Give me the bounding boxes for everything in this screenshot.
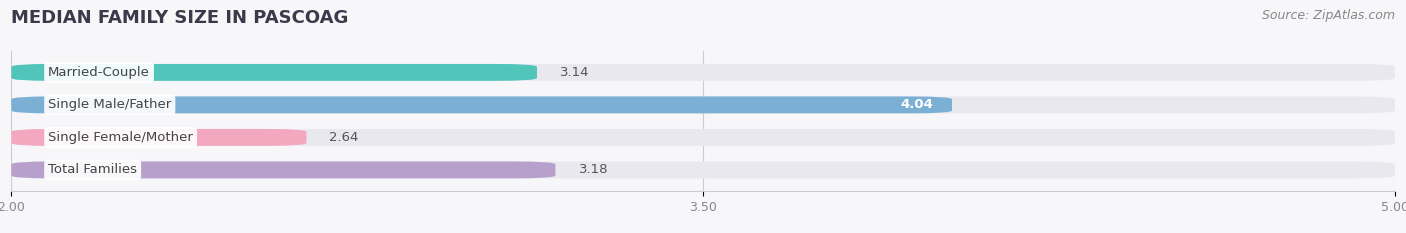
FancyBboxPatch shape [11,96,1395,113]
FancyBboxPatch shape [11,96,952,113]
Text: 2.64: 2.64 [329,131,359,144]
Text: 3.18: 3.18 [578,163,607,176]
Text: 3.14: 3.14 [560,66,589,79]
FancyBboxPatch shape [11,129,307,146]
Text: Source: ZipAtlas.com: Source: ZipAtlas.com [1261,9,1395,22]
Text: Total Families: Total Families [48,163,138,176]
Text: Single Male/Father: Single Male/Father [48,98,172,111]
FancyBboxPatch shape [11,64,537,81]
Text: Married-Couple: Married-Couple [48,66,150,79]
FancyBboxPatch shape [11,161,555,178]
FancyBboxPatch shape [11,129,1395,146]
Text: Single Female/Mother: Single Female/Mother [48,131,193,144]
Text: MEDIAN FAMILY SIZE IN PASCOAG: MEDIAN FAMILY SIZE IN PASCOAG [11,9,349,27]
Text: 4.04: 4.04 [901,98,934,111]
FancyBboxPatch shape [11,161,1395,178]
FancyBboxPatch shape [11,64,1395,81]
